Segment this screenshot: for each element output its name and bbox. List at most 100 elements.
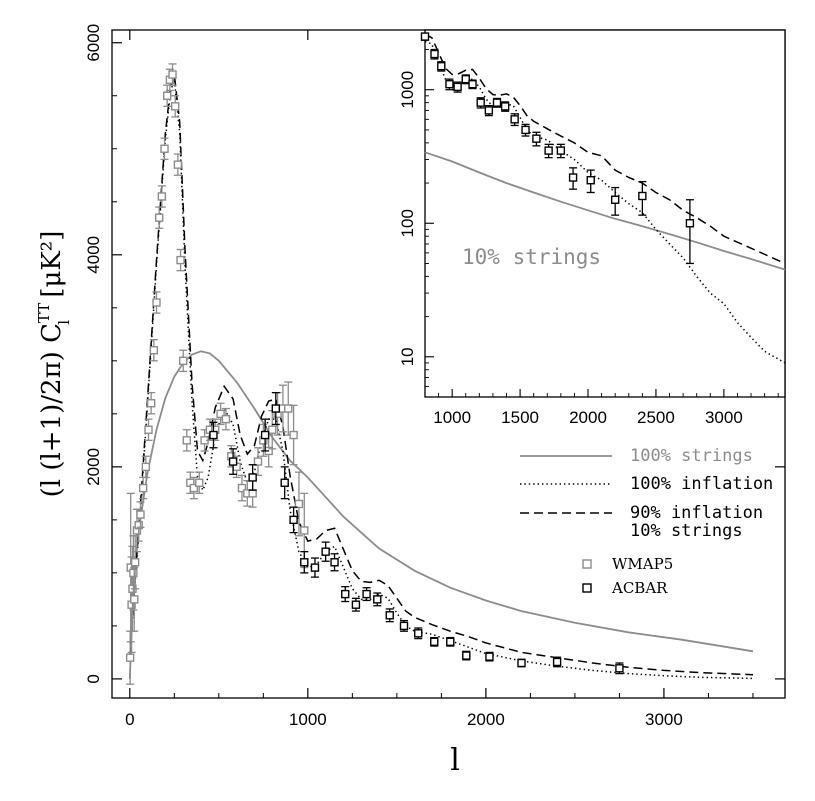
- inset-datapoint-acbar: [445, 79, 454, 89]
- inset-datapoint-acbar: [610, 195, 620, 204]
- inset-datapoint-acbar: [510, 115, 519, 124]
- datapoint-wmap5: [300, 526, 309, 535]
- inset-datapoint-acbar: [484, 106, 494, 115]
- datapoint-acbar: [248, 473, 257, 482]
- inset-datapoint-acbar: [437, 61, 446, 71]
- datapoint-acbar: [517, 658, 526, 668]
- datapoint-wmap5: [289, 430, 298, 440]
- inset-plot-frame: [424, 29, 786, 398]
- datapoint-acbar: [485, 652, 494, 661]
- inset-y-tick-label: 10: [398, 347, 417, 366]
- datapoint-wmap5: [168, 70, 177, 79]
- datapoint-wmap5: [248, 489, 257, 498]
- datapoint-acbar: [430, 637, 439, 647]
- x-tick-label: 1000: [289, 710, 327, 729]
- inset-x-tick-label: 3000: [705, 408, 743, 427]
- inset-x-tick-label: 1000: [433, 408, 471, 427]
- x-axis-label: l: [450, 743, 460, 778]
- inset-x-tick-label: 1500: [501, 408, 539, 427]
- datapoint-wmap5: [136, 510, 145, 519]
- datapoint-acbar: [321, 547, 330, 556]
- datapoint-wmap5: [171, 102, 180, 111]
- datapoint-wmap5: [294, 499, 304, 509]
- datapoint-acbar: [385, 611, 394, 620]
- legend-marker-wmap5: [582, 559, 592, 569]
- legend-label: 100% strings: [630, 446, 753, 466]
- inset-datapoint-acbar: [430, 49, 439, 59]
- inset-datapoint-acbar: [544, 146, 553, 155]
- datapoint-wmap5: [125, 653, 135, 662]
- x-tick-label: 3000: [645, 710, 683, 729]
- datapoint-wmap5: [268, 425, 277, 434]
- inset-datapoint-acbar: [556, 146, 566, 155]
- inset-datapoint-acbar: [532, 134, 541, 143]
- datapoint-wmap5: [146, 399, 156, 408]
- datapoint-acbar: [615, 664, 624, 673]
- inset-datapoint-acbar: [568, 173, 578, 182]
- datapoint-wmap5: [189, 483, 199, 493]
- inset-datapoint-acbar: [420, 32, 430, 41]
- inset-datapoint-acbar: [638, 191, 647, 201]
- datapoint-wmap5: [162, 91, 172, 100]
- datapoint-acbar: [209, 430, 218, 440]
- datapoint-acbar: [414, 629, 423, 638]
- y-axis-label-main: (l (l+1)/2π) C: [37, 323, 67, 497]
- datapoint-acbar: [552, 657, 562, 667]
- datapoint-wmap5: [134, 520, 143, 530]
- datapoint-wmap5: [157, 192, 167, 201]
- y-tick-label: 2000: [84, 448, 103, 486]
- inset-datapoint-acbar: [586, 176, 595, 185]
- y-axis-label-superscript: TT: [35, 303, 53, 323]
- inset-datapoint-acbar: [492, 98, 502, 107]
- datapoint-acbar: [289, 515, 298, 525]
- legend-label: 90% inflation: [630, 503, 763, 523]
- inset-datapoint-acbar: [468, 79, 477, 89]
- datapoint-wmap5: [284, 404, 293, 413]
- datapoint-wmap5: [160, 144, 169, 153]
- datapoint-wmap5: [138, 483, 148, 493]
- inset-datapoint-acbar: [453, 82, 462, 92]
- datapoint-wmap5: [253, 457, 263, 466]
- y-tick-label: 4000: [84, 236, 103, 274]
- datapoint-wmap5: [221, 414, 231, 424]
- datapoint-acbar: [446, 637, 455, 647]
- datapoint-acbar: [280, 478, 289, 487]
- y-axis-label-subscript: l: [55, 320, 73, 325]
- legend-label: 10% strings: [630, 521, 743, 541]
- y-tick-label: 0: [84, 674, 103, 683]
- datapoint-acbar: [228, 457, 238, 466]
- inset-x-tick-label: 2000: [569, 408, 607, 427]
- datapoint-acbar: [300, 558, 309, 567]
- datapoint-acbar: [351, 600, 361, 609]
- datapoint-wmap5: [149, 346, 159, 355]
- legend-label: 100% inflation: [630, 474, 773, 494]
- datapoint-acbar: [399, 621, 409, 631]
- datapoint-wmap5: [237, 483, 247, 493]
- datapoint-wmap5: [152, 298, 161, 307]
- datapoint-wmap5: [130, 558, 140, 567]
- x-tick-label: 2000: [467, 710, 505, 729]
- datapoint-wmap5: [179, 356, 188, 366]
- datapoint-wmap5: [176, 255, 185, 265]
- inset-y-tick-label: 100: [398, 209, 417, 237]
- datapoint-acbar: [362, 589, 371, 599]
- datapoint-acbar: [462, 651, 471, 660]
- datapoint-wmap5: [173, 160, 183, 169]
- inset-datapoint-acbar: [685, 219, 695, 228]
- inset-datapoint-acbar: [521, 125, 530, 135]
- datapoint-acbar: [330, 558, 339, 567]
- inset-y-tick-label: 1000: [398, 71, 417, 109]
- datapoint-acbar: [341, 589, 350, 599]
- x-tick-label: 0: [125, 710, 134, 729]
- inset-x-tick-label: 2500: [637, 408, 675, 427]
- legend-label-acbar: ACBAR: [611, 579, 668, 597]
- inset-series-line-10-strings: [424, 151, 786, 271]
- legend-marker-acbar: [582, 583, 592, 593]
- datapoint-wmap5: [144, 425, 153, 434]
- series-line-90-inflation-10-strings: [129, 74, 754, 676]
- y-axis-label: (l (l+1)/2π) CTT l [μK²]: [35, 231, 73, 498]
- series-line-100-strings: [128, 350, 754, 679]
- inset-annotation: 10% strings: [462, 245, 601, 269]
- inset-datapoint-acbar: [461, 74, 470, 84]
